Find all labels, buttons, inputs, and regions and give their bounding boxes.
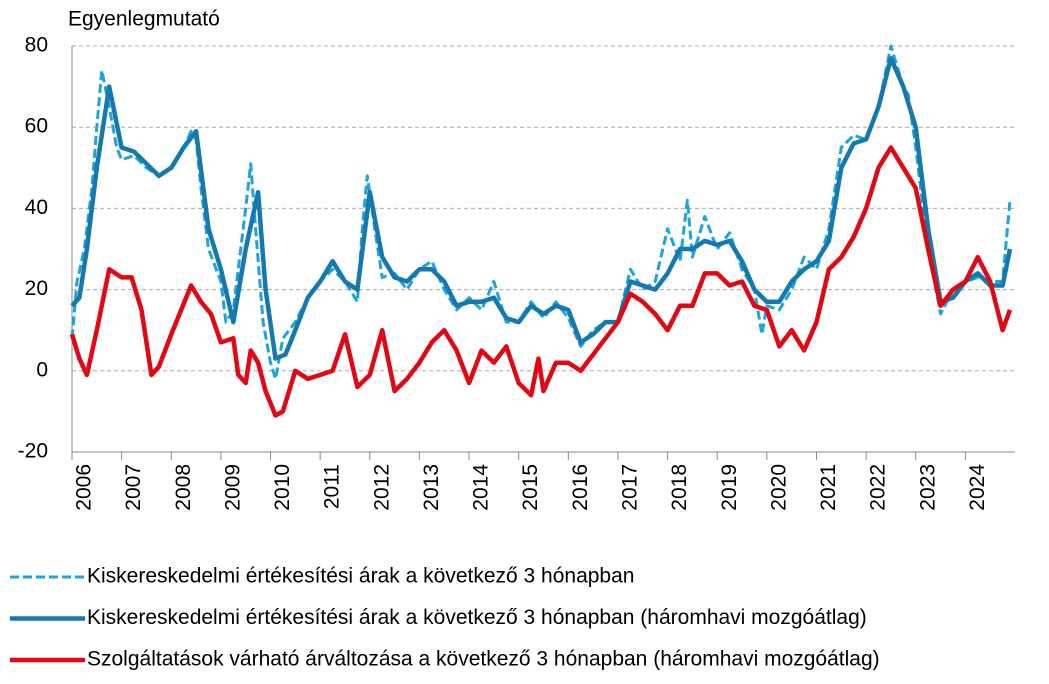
y-tick-label: 40 — [25, 196, 48, 219]
x-tick-label: 2019 — [718, 464, 741, 511]
x-tick-label: 2012 — [370, 464, 393, 511]
chart-title: Egyenlegmutató — [68, 8, 220, 31]
x-tick-label: 2024 — [966, 464, 989, 511]
x-tick-label: 2006 — [73, 464, 96, 511]
y-tick-label: 0 — [36, 358, 48, 381]
x-tick-label: 2023 — [916, 464, 939, 511]
x-tick-label: 2010 — [271, 464, 294, 511]
x-tick-label: 2015 — [519, 464, 542, 511]
y-tick-label: 60 — [25, 115, 48, 138]
series-line — [69, 145, 1013, 418]
x-tick-label: 2017 — [618, 464, 641, 511]
x-tick-label: 2022 — [867, 464, 890, 511]
x-tick-label: 2014 — [470, 464, 493, 511]
x-tick-label: 2018 — [668, 464, 691, 511]
y-tick-label: 20 — [25, 277, 48, 300]
legend-label: Szolgáltatások várható árváltozása a köv… — [87, 648, 880, 671]
series-line — [70, 44, 1012, 381]
x-tick-label: 2011 — [321, 464, 344, 509]
y-tick-label: 80 — [25, 34, 48, 57]
legend-label: Kiskereskedelmi értékesítési árak a köve… — [87, 565, 634, 588]
x-tick-label: 2020 — [767, 464, 790, 511]
x-tick-label: 2021 — [817, 464, 840, 511]
x-tick-label: 2009 — [221, 464, 244, 511]
series-line — [70, 55, 1013, 361]
x-tick-label: 2007 — [122, 464, 145, 511]
x-tick-label: 2008 — [172, 464, 195, 511]
y-tick-label: -20 — [18, 440, 48, 463]
x-tick-label: 2013 — [420, 464, 443, 511]
x-tick-label: 2016 — [569, 464, 592, 511]
legend-label: Kiskereskedelmi értékesítési árak a köve… — [87, 606, 867, 629]
